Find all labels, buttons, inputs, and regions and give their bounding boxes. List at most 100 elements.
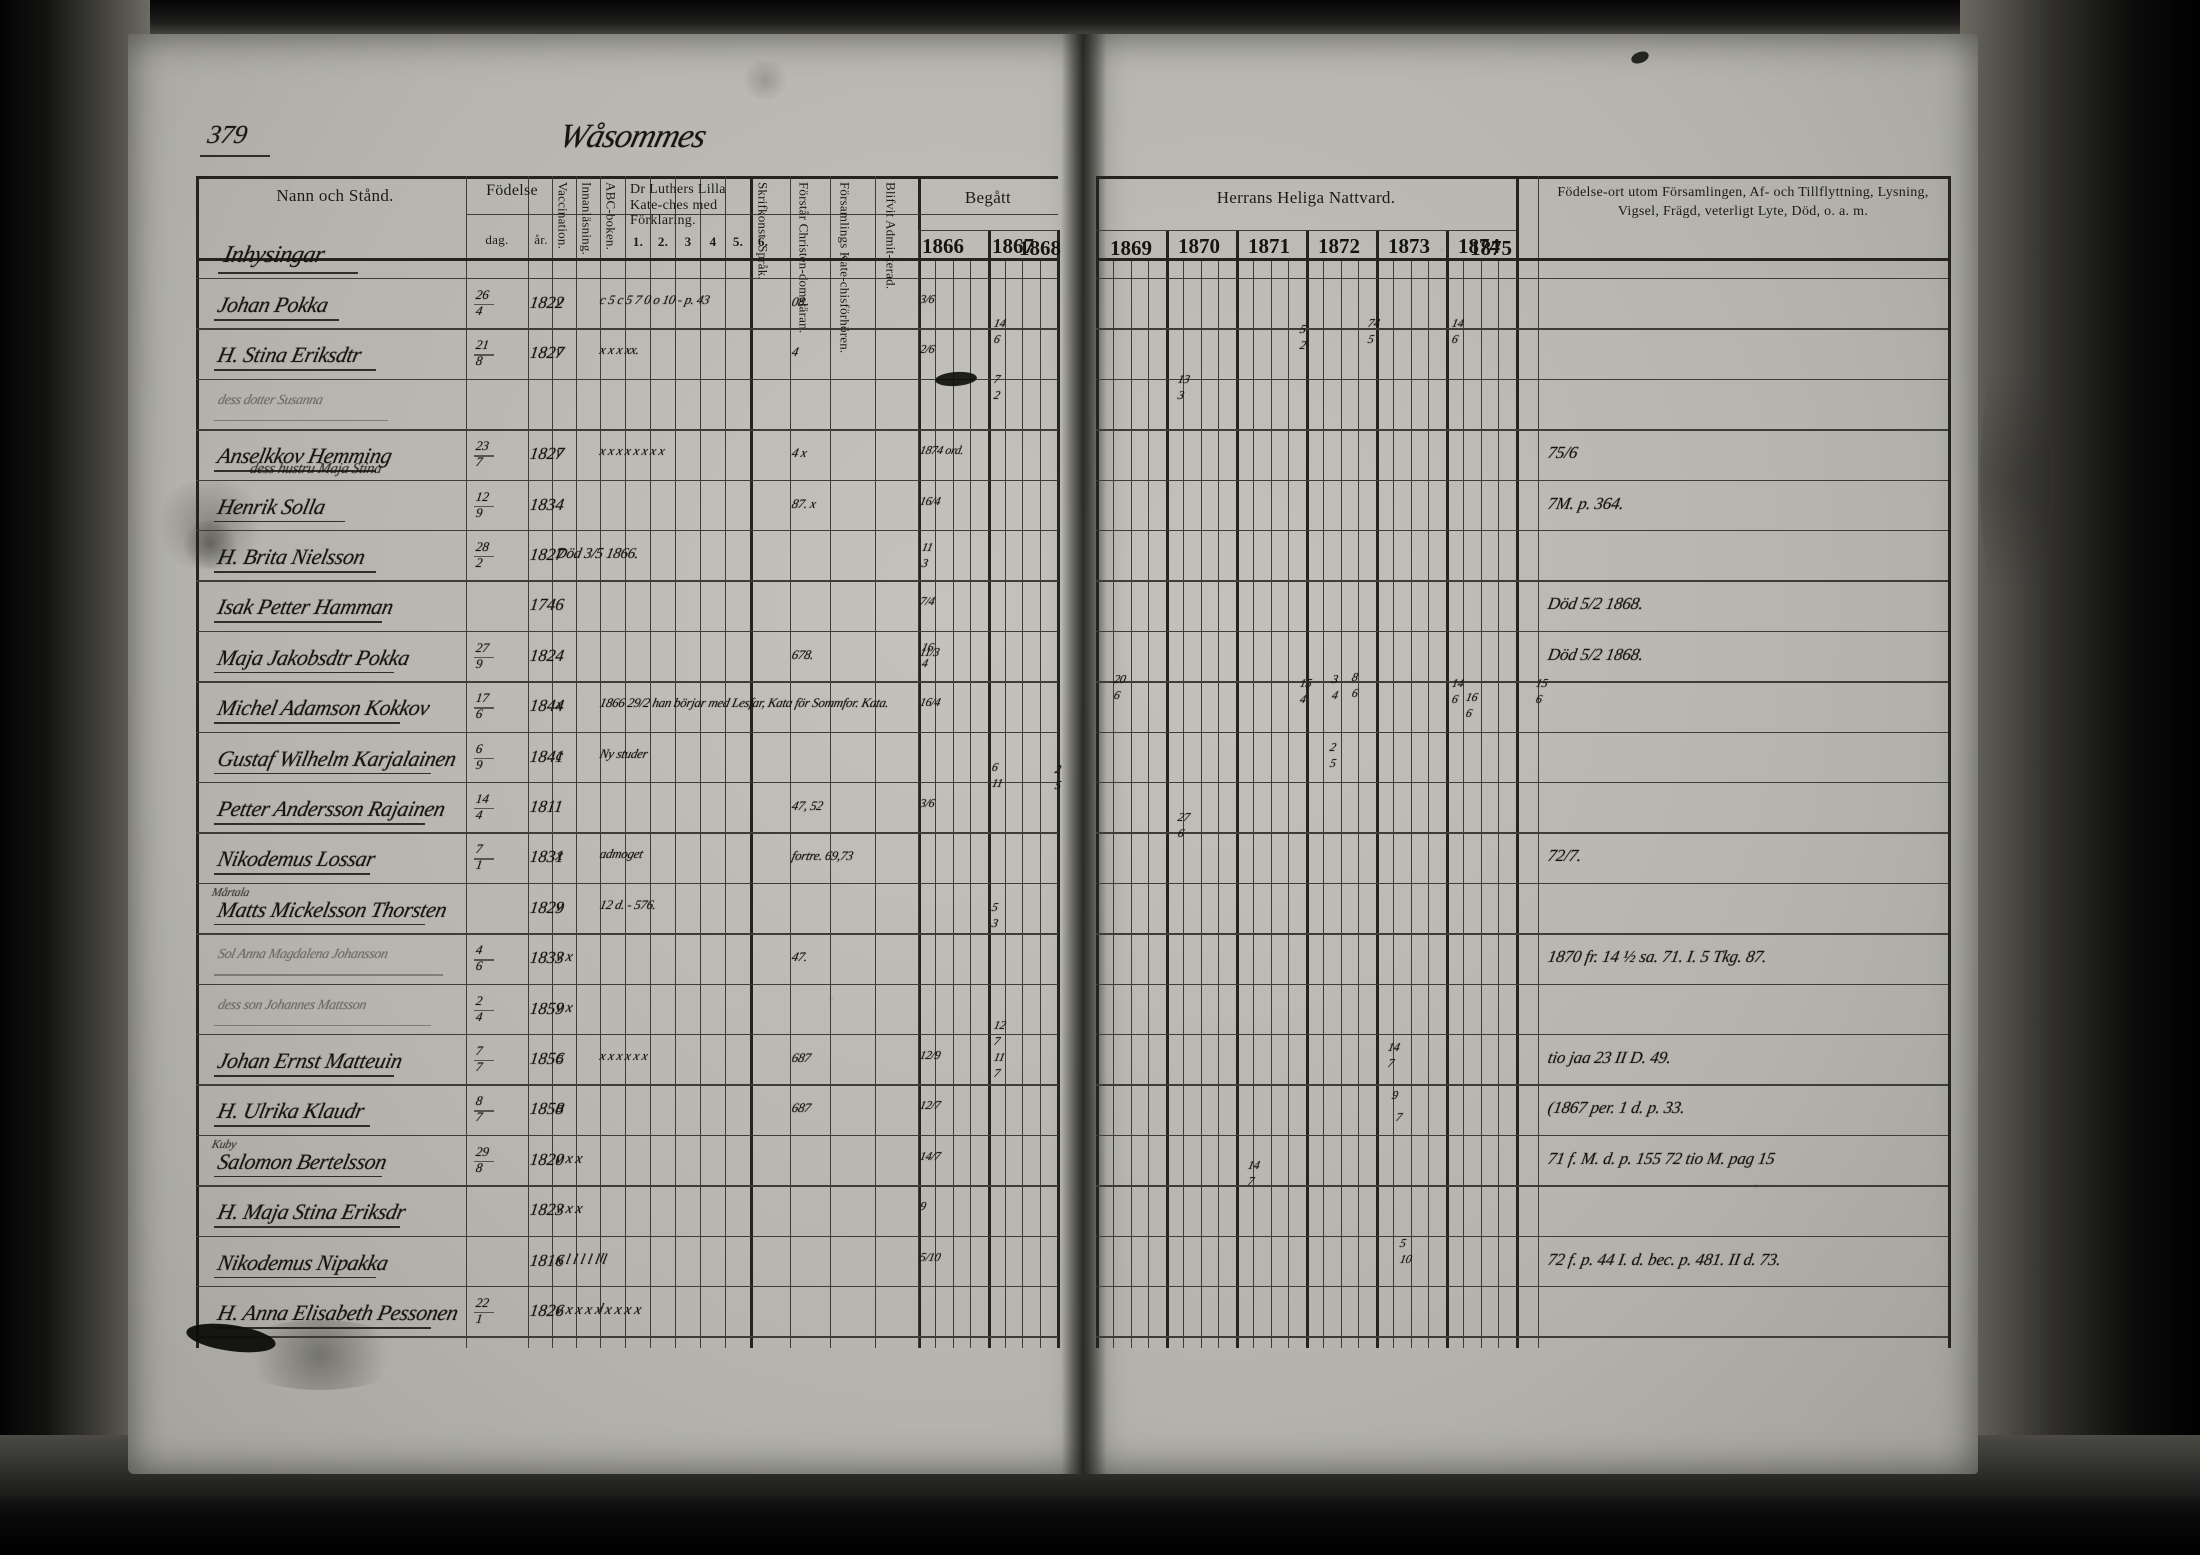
birth-day-fraction-bar	[474, 1312, 494, 1314]
row-rule	[196, 630, 1058, 633]
row-attendance-marks: 14/7	[918, 1148, 942, 1163]
row-name[interactable]: Petter Andersson Rajainen	[215, 796, 448, 821]
table-rule	[790, 176, 792, 1348]
row-name[interactable]: Nikodemus Lossar	[215, 846, 378, 872]
parish-title: Wåsommes	[555, 118, 710, 155]
row-name[interactable]: Maja Jakobsdtr Pokka	[215, 644, 412, 670]
birth-day-fraction-bar	[474, 808, 494, 810]
row-rule	[196, 479, 1058, 481]
row-rule	[196, 1134, 1058, 1137]
table-rule	[1481, 258, 1483, 1348]
row-name[interactable]: Johan Pokka	[215, 292, 331, 317]
row-name[interactable]: Isak Petter Hamman	[215, 594, 396, 620]
year-1872: 1872	[1318, 234, 1360, 258]
row-note[interactable]: Död 5/2 1868.	[1546, 644, 1645, 664]
row-rule	[1096, 429, 1948, 431]
row-name-underline	[214, 671, 394, 674]
table-rule	[1218, 258, 1220, 1348]
table-rule	[600, 176, 602, 1348]
row-note[interactable]: 71 f. M. d. p. 155 72 tio M. pag 15	[1546, 1148, 1777, 1168]
page-number: 379	[205, 120, 250, 149]
row-birth-year: 1746	[528, 595, 566, 615]
right-page	[1088, 34, 1978, 1474]
row-subname: dess hustru Maja Stina	[248, 461, 384, 478]
row-name[interactable]: Gustaf Wilhelm Karjalainen	[215, 745, 459, 771]
row-rule	[1096, 479, 1948, 481]
table-rule	[918, 230, 920, 1348]
row-name[interactable]: H. Stina Eriksdtr	[215, 342, 364, 368]
birth-day-fraction-bar	[474, 656, 494, 659]
row-note[interactable]: 72 f. p. 44 I. d. bec. p. 481. II d. 73.	[1546, 1249, 1783, 1269]
row-name-underline	[214, 923, 425, 926]
row-name[interactable]: Salomon Bertelsson	[215, 1148, 389, 1174]
row-birth-day: 6	[474, 740, 484, 756]
row-name-underline	[214, 772, 431, 775]
table-rule	[1040, 258, 1042, 1348]
row-birth-day-month: 6	[474, 706, 484, 722]
row-name[interactable]: Matts Mickelsson Thorsten	[215, 896, 450, 922]
row-attendance-marks: 5/10	[918, 1249, 942, 1264]
row-rule	[1096, 630, 1948, 633]
table-rule	[1148, 258, 1150, 1348]
col-header-luther-catechism: Dr Luthers Lilla Kate-ches med Förklarin…	[630, 182, 726, 229]
row-name[interactable]: H. Ulrika Klaudr	[215, 1098, 367, 1124]
row-name[interactable]: H. Maja Stina Eriksdr	[215, 1199, 408, 1225]
row-name-underline	[214, 722, 400, 724]
row-note[interactable]: Död 5/2 1868.	[1546, 594, 1645, 614]
row-note[interactable]: 72/7.	[1546, 846, 1584, 866]
row-note[interactable]: 75/6	[1546, 443, 1580, 463]
table-rule	[1096, 176, 1948, 179]
col-header-abc-book: ABC-boken.	[603, 182, 619, 251]
row-name[interactable]: Sol Anna Magdalena Johansson	[216, 947, 390, 963]
row-name-underline	[214, 1276, 376, 1279]
catechism-part-2: 2.	[657, 234, 669, 249]
row-name[interactable]: Henrik Solla	[215, 493, 328, 519]
catechism-part-4: 4	[709, 234, 717, 249]
row-rule	[196, 681, 1058, 683]
row-name-underline	[214, 1226, 400, 1228]
row-note[interactable]: (1867 per. 1 d. p. 33.	[1546, 1098, 1687, 1118]
row-writing-marks: 4 x	[790, 445, 809, 461]
row-rule	[1096, 580, 1948, 582]
row-name[interactable]: dess son Johannes Mattsson	[216, 997, 368, 1013]
table-rule	[1446, 230, 1449, 1348]
row-name[interactable]: H. Brita Nielsson	[215, 544, 368, 569]
table-rule	[1288, 258, 1290, 1348]
row-rule	[196, 328, 1058, 330]
row-rule	[1096, 278, 1948, 280]
row-name-underline	[214, 419, 388, 422]
row-birth-day: 23	[474, 438, 491, 454]
row-rule	[1096, 328, 1948, 330]
row-note[interactable]: tio jaa 23 II D. 49.	[1546, 1048, 1673, 1067]
table-rule	[1201, 258, 1203, 1348]
col-header-name-and-estate: Nann och Stånd.	[276, 186, 394, 205]
year-1868: 1868	[1019, 236, 1061, 260]
row-name[interactable]: H. Anna Elisabeth Pessonen	[215, 1300, 461, 1325]
row-catechism-marks: 12 d. - 576.	[598, 896, 658, 912]
birth-day-fraction-bar	[474, 1009, 494, 1011]
birth-day-fraction-bar	[474, 959, 494, 961]
catechism-part-5: 5.	[732, 234, 744, 249]
row-birth-day-month: 8	[474, 353, 484, 369]
table-rule	[1271, 258, 1273, 1348]
row-note[interactable]: 1870 fr. 14 ½ sa. 71. I. 5 Tkg. 87.	[1546, 947, 1769, 967]
row-rule	[196, 278, 1058, 280]
left-page	[128, 34, 1088, 1474]
table-rule	[1516, 176, 1519, 1348]
row-name[interactable]: dess dotter Susanna	[216, 392, 325, 408]
row-name[interactable]: Nikodemus Nipakka	[215, 1249, 391, 1275]
row-catechism-marks: c 5 c 5 7 0 o 10 - p. 43	[598, 292, 712, 307]
row-writing-marks: 678.	[790, 646, 816, 662]
row-birth-day-month: 7	[474, 1059, 484, 1074]
col-header-writing-skill: Skrifkonst. Språk.	[755, 182, 771, 280]
row-rule	[196, 378, 1058, 381]
row-rule	[196, 429, 1058, 431]
row-name-underline	[214, 974, 443, 976]
table-rule	[1411, 258, 1413, 1348]
row-name[interactable]: Johan Ernst Matteuin	[215, 1048, 405, 1073]
row-note[interactable]: 7M. p. 364.	[1546, 493, 1626, 513]
row-writing-marks: 687	[790, 1100, 813, 1116]
table-rule	[1948, 176, 1951, 1348]
row-name[interactable]: Michel Adamson Kokkov	[215, 695, 432, 721]
catechism-part-6: 6.	[757, 234, 769, 249]
